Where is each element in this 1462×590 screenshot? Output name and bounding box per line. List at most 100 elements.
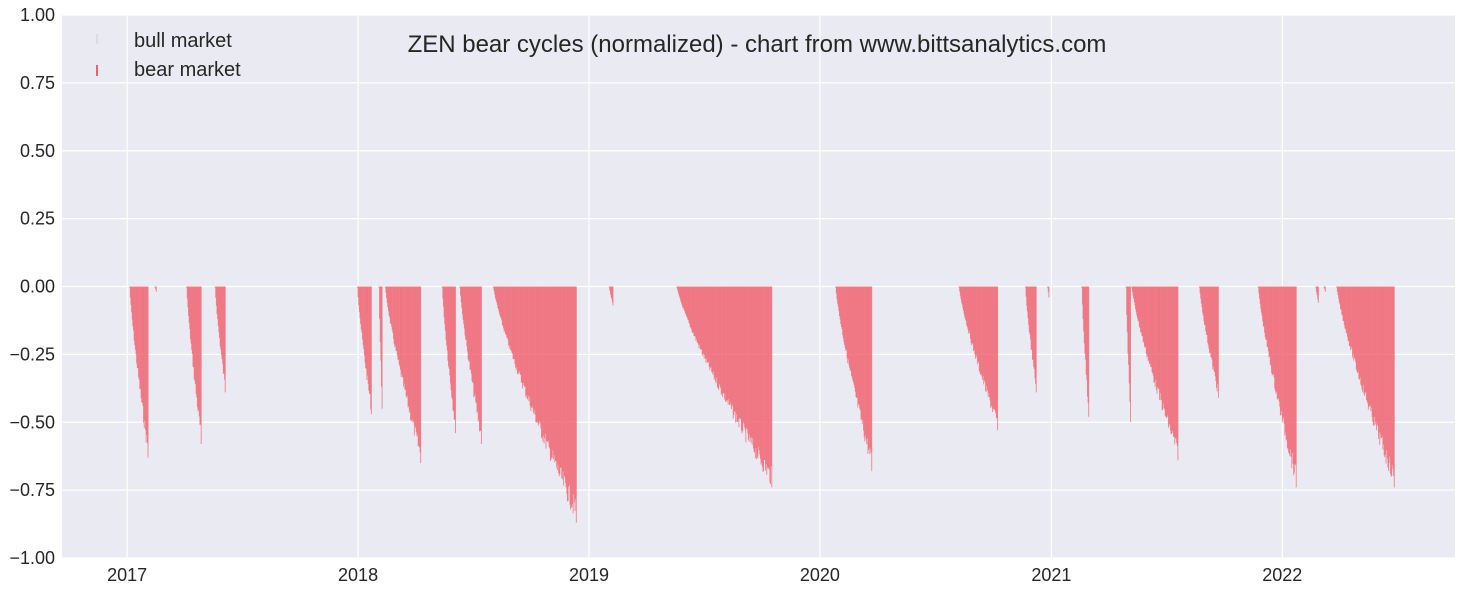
bear-market-bar [715,286,717,384]
bear-market-bar [1159,286,1161,400]
bear-market-bar [1048,286,1050,298]
bear-market-bar [1365,286,1367,400]
bear-market-bar [545,286,547,449]
bear-market-bar [854,286,856,388]
bear-market-bar [468,286,470,362]
bear-market-bar [745,286,747,443]
bear-market-bar [444,286,446,325]
bear-market-bar [678,286,680,295]
bear-market-bar [387,286,389,312]
bear-market-bar [858,286,859,404]
bear-market-bar [461,286,463,315]
bear-market-bar [1165,286,1167,417]
bear-market-bar [498,286,500,313]
bear-market-bar [1317,286,1319,300]
bear-segment [492,286,577,523]
bear-market-bar [1295,286,1297,488]
bear-market-bar [1149,286,1151,364]
bear-market-bar [358,286,360,313]
bear-segment [835,286,873,472]
bear-market-bar [502,286,504,326]
bear-market-bar [569,286,571,505]
bear-market-bar [1147,286,1149,362]
bear-market-bar [1283,286,1285,424]
bear-market-bar [1199,286,1201,294]
bear-market-bar [988,286,990,394]
bear-market-bar [966,286,968,328]
bear-market-bar [750,286,752,443]
bear-market-bar [961,286,963,305]
bear-market-bar [997,286,999,431]
bear-market-bar [392,286,394,333]
bear-market-bar [139,286,141,389]
bear-market-bar [1149,286,1150,365]
bear-market-bar [379,286,381,343]
bear-market-bar [1359,286,1360,380]
bear-market-bar [1374,286,1376,425]
bear-market-bar [360,286,362,330]
bear-market-bar [721,286,723,394]
bear-market-bar [1390,286,1392,477]
bear-market-bar [709,286,711,368]
bear-market-bar [1368,286,1370,407]
bear-market-bar [393,286,394,339]
bear-market-bar [729,286,731,406]
bear-market-bar [1393,286,1395,476]
bear-market-bar [711,286,713,373]
bear-market-bar [863,286,865,437]
bear-market-bar [980,286,982,374]
y-tick-label: −0.50 [9,412,55,432]
x-tick-label: 2022 [1262,565,1302,585]
bear-market-bar [1169,286,1171,431]
bear-market-bar [1376,286,1378,425]
bear-market-bar [977,286,979,361]
bear-market-bar [609,286,611,291]
bear-market-bar [1204,286,1205,325]
bear-market-bar [224,286,226,380]
bear-market-bar [445,286,447,340]
bear-market-bar [1026,286,1028,312]
bear-market-bar [1337,286,1339,296]
bear-market-bar [1160,286,1162,401]
bear-market-bar [1169,286,1171,424]
bear-market-bar [1174,286,1176,445]
bear-market-bar [129,286,131,288]
bear-market-bar [1367,286,1369,410]
bear-market-bar [468,286,470,362]
bear-market-bar [525,286,527,397]
bear-market-bar [365,286,367,369]
bear-market-bar [1391,286,1393,466]
bear-market-bar [143,286,145,423]
bear-market-bar [701,286,703,350]
bear-market-bar [463,286,465,324]
bear-market-bar [405,286,406,390]
bear-market-bar [546,286,548,442]
bear-market-bar [1291,286,1293,469]
bear-market-bar [859,286,861,411]
bear-market-bar [1035,286,1037,384]
bear-market-bar [756,286,758,457]
bear-market-bar [1268,286,1270,358]
bear-market-bar [154,286,156,288]
bear-market-bar [1047,286,1049,288]
bear-market-bar [572,286,574,514]
bear-market-bar [1209,286,1211,353]
bear-market-bar [512,286,514,360]
bear-market-bar [517,286,518,374]
bear-market-bar [477,286,479,411]
bear-market-bar [1129,286,1131,402]
legend-swatch-bear-market [96,65,98,76]
bear-market-bar [420,286,422,463]
bear-market-bar [1162,286,1164,404]
bear-segment [1125,286,1131,423]
bear-market-bar [979,286,981,373]
bear-market-bar [996,286,998,419]
bear-segment [129,286,149,458]
bear-market-bar [698,286,700,349]
bear-market-bar [840,286,842,327]
bear-market-bar [981,286,983,380]
bear-market-bar [1290,286,1292,457]
bear-market-bar [190,286,192,344]
bear-market-bar [192,286,194,367]
bear-market-bar [218,286,220,333]
